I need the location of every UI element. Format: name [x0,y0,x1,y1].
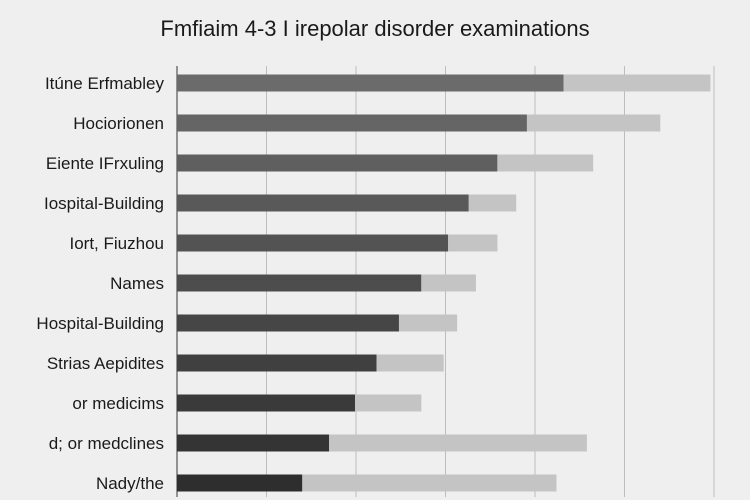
category-label: Strias Aepidites [47,354,164,373]
bar-segment-primary [177,314,399,332]
bar-segment-secondary [497,154,594,172]
bar-segment-primary [177,354,377,372]
category-label: Nady/the [96,474,164,493]
bar-segment-secondary [398,314,458,332]
category-label: Itúne Erfmabley [45,74,165,93]
category-label: or medicims [72,394,164,413]
bar-segment-primary [177,474,303,492]
bar-segment-primary [177,154,498,172]
bar-segment-secondary [302,474,557,492]
bar-segment-primary [177,274,422,292]
bar-segment-secondary [563,74,711,92]
bar-segment-primary [177,74,564,92]
chart-title: Fmfiaim 4-3 I irepolar disorder examinat… [160,16,589,41]
bar-segment-secondary [355,394,422,412]
category-label: Iort, Fiuzhou [70,234,165,253]
bar-segment-secondary [376,354,444,372]
bar-segment-secondary [526,114,661,132]
category-label: Hospital-Building [36,314,164,333]
category-labels: Itúne Erfmabley Hociorionen Eiente IFrxuli… [36,74,164,493]
bar-segment-primary [177,234,449,252]
category-label: Names [110,274,164,293]
category-label: Hociorionen [73,114,164,133]
category-label: Eiente IFrxuling [46,154,164,173]
bar-segment-primary [177,434,330,452]
bar-segment-secondary [468,194,517,212]
bars [177,74,711,492]
bar-segment-secondary [448,234,498,252]
bar-segment-primary [177,394,356,412]
bar-segment-primary [177,194,469,212]
bar-segment-primary [177,114,527,132]
category-label: d; or medclines [49,434,164,453]
bar-segment-secondary [329,434,587,452]
category-label: Iospital-Building [44,194,164,213]
bar-segment-secondary [421,274,476,292]
